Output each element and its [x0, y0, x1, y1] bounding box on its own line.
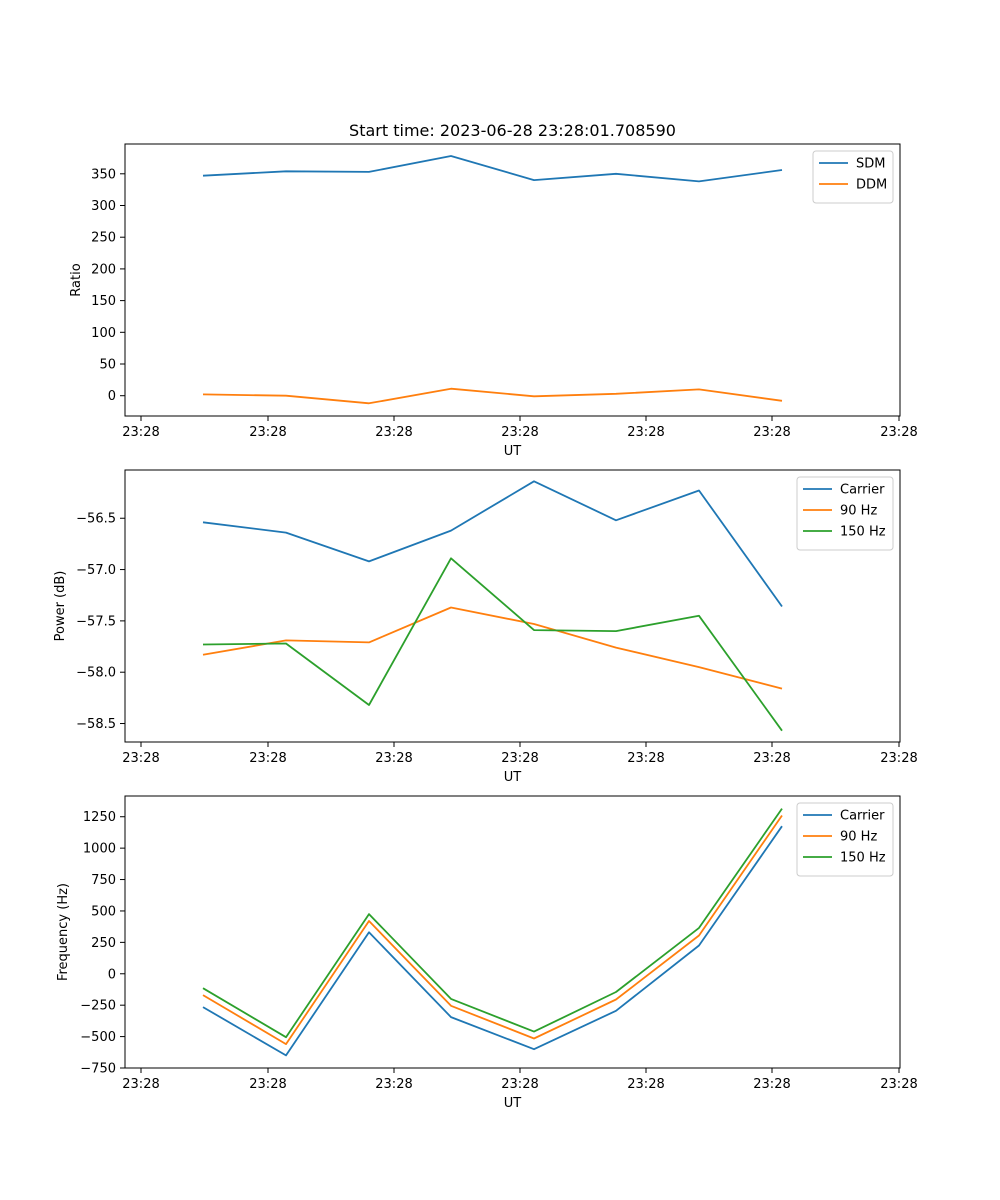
legend-entry-carrier: Carrier	[840, 809, 885, 824]
x-tick-label: 23:28	[249, 425, 286, 440]
x-tick-label: 23:28	[375, 425, 412, 440]
legend-entry-150-hz: 150 Hz	[840, 851, 886, 866]
series-line-90-hz	[202, 814, 783, 1045]
chart-panel-1: 23:28 23:28 23:28 23:28 23:28 23:28 23:28 0 50 10…	[69, 121, 918, 459]
legend-entry-ddm: DDM	[856, 178, 887, 193]
legend: Carrier 90 Hz 150 Hz	[796, 802, 894, 877]
plot-frame	[124, 469, 901, 743]
x-tick-label: 23:28	[627, 425, 664, 440]
legend-entry-carrier: Carrier	[840, 483, 885, 498]
x-tick-label: 23:28	[122, 1077, 159, 1092]
series-line-carrier	[202, 825, 783, 1057]
legend-entry-90-hz: 90 Hz	[840, 830, 877, 845]
y-tick-label: 50	[99, 358, 116, 373]
y-tick-label: −58.5	[76, 717, 116, 732]
x-tick-label: 23:28	[375, 751, 412, 766]
x-tick-label: 23:28	[375, 1077, 412, 1092]
y-tick-label: −56.5	[76, 512, 116, 527]
x-axis-label: UT	[504, 444, 522, 459]
plot-frame	[124, 143, 901, 417]
x-tick-label: 23:28	[880, 425, 917, 440]
x-tick-label: 23:28	[627, 1077, 664, 1092]
legend-entry-90-hz: 90 Hz	[840, 504, 877, 519]
x-tick-label: 23:28	[122, 751, 159, 766]
x-tick-label: 23:28	[122, 425, 159, 440]
x-tick-label: 23:28	[501, 751, 538, 766]
y-tick-label: 500	[91, 904, 116, 919]
y-tick-label: −750	[80, 1062, 116, 1077]
y-tick-label: 150	[91, 294, 116, 309]
x-tick-label: 23:28	[880, 751, 917, 766]
x-axis-label: UT	[504, 1096, 522, 1111]
series-line-150-hz	[202, 557, 783, 732]
chart-panel-2: 23:28 23:28 23:28 23:28 23:28 23:28 23:28 −58.5…	[53, 469, 918, 785]
y-tick-label: 1000	[83, 842, 116, 857]
y-axis-label: Frequency (Hz)	[56, 883, 71, 981]
x-tick-label: 23:28	[880, 1077, 917, 1092]
legend-entry-150-hz: 150 Hz	[840, 525, 886, 540]
legend: Carrier 90 Hz 150 Hz	[796, 476, 894, 551]
y-tick-label: −57.0	[76, 563, 116, 578]
y-tick-label: 100	[91, 326, 116, 341]
y-tick-label: −57.5	[76, 614, 116, 629]
chart-panel-3: 23:28 23:28 23:28 23:28 23:28 23:28 23:28 −750 −…	[56, 795, 918, 1111]
series-line-sdm	[202, 155, 783, 183]
legend: SDM DDM	[812, 150, 894, 204]
y-tick-label: −250	[80, 999, 116, 1014]
y-tick-label: 250	[91, 936, 116, 951]
y-axis-label: Ratio	[69, 263, 84, 296]
y-tick-label: 0	[108, 389, 116, 404]
series-line-90-hz	[202, 606, 783, 690]
x-tick-label: 23:28	[249, 1077, 286, 1092]
y-tick-label: 1250	[83, 810, 116, 825]
y-tick-label: 750	[91, 873, 116, 888]
x-tick-label: 23:28	[501, 425, 538, 440]
x-tick-label: 23:28	[753, 425, 790, 440]
x-tick-label: 23:28	[627, 751, 664, 766]
y-tick-label: 200	[91, 262, 116, 277]
x-axis-label: UT	[504, 770, 522, 785]
y-tick-label: −58.0	[76, 666, 116, 681]
series-line-ddm	[202, 387, 783, 405]
legend-box	[812, 150, 894, 204]
x-tick-label: 23:28	[501, 1077, 538, 1092]
plot-frame	[124, 795, 901, 1069]
y-axis-label: Power (dB)	[53, 571, 68, 642]
y-tick-label: 0	[108, 967, 116, 982]
x-tick-label: 23:28	[753, 751, 790, 766]
chart-title: Start time: 2023-06-28 23:28:01.708590	[349, 121, 676, 140]
y-tick-label: 250	[91, 231, 116, 246]
y-tick-label: 300	[91, 199, 116, 214]
series-line-carrier	[202, 480, 783, 608]
legend-entry-sdm: SDM	[856, 157, 885, 172]
x-tick-label: 23:28	[249, 751, 286, 766]
y-tick-label: 350	[91, 167, 116, 182]
y-tick-label: −500	[80, 1030, 116, 1045]
x-tick-label: 23:28	[753, 1077, 790, 1092]
series-line-150-hz	[202, 808, 783, 1039]
